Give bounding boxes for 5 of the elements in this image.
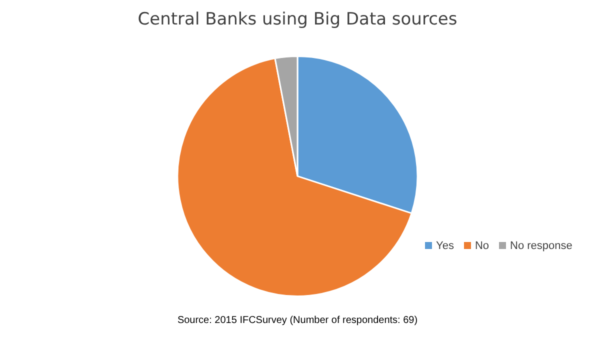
legend-label: No response (509, 240, 572, 252)
legend-label: Yes (435, 240, 454, 252)
source-note: Source: 2015 IFCSurvey (Number of respondents: 69) (176, 315, 419, 326)
chart-title: Central Banks using Big Data sources (138, 10, 458, 30)
legend-label: No (474, 240, 490, 252)
